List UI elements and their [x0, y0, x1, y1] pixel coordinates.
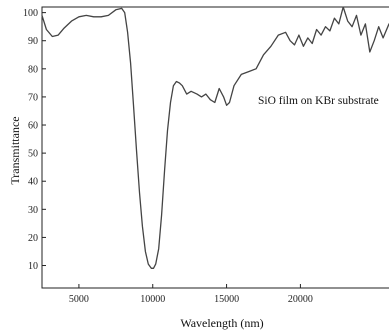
y-tick-label: 100 [23, 8, 38, 19]
y-tick-label: 90 [28, 36, 38, 47]
y-tick-label: 10 [28, 261, 38, 272]
x-axis-label: Wavelength (nm) [180, 316, 263, 330]
y-tick-label: 60 [28, 121, 38, 132]
chart-annotation: SiO film on KBr substrate [258, 95, 379, 107]
x-tick-label: 5000 [69, 294, 89, 305]
x-tick-label: 10000 [140, 294, 165, 305]
y-axis-label: Transmittance [8, 116, 22, 184]
y-tick-label: 80 [28, 64, 38, 75]
y-tick-label: 20 [28, 233, 38, 244]
y-tick-label: 30 [28, 205, 38, 216]
y-tick-label: 70 [28, 92, 38, 103]
series-line-0 [41, 6, 389, 269]
y-tick-label: 50 [28, 149, 38, 160]
y-tick-label: 40 [28, 177, 38, 188]
plot-frame [41, 6, 389, 289]
x-tick-label: 20000 [288, 294, 313, 305]
x-tick-label: 15000 [214, 294, 239, 305]
